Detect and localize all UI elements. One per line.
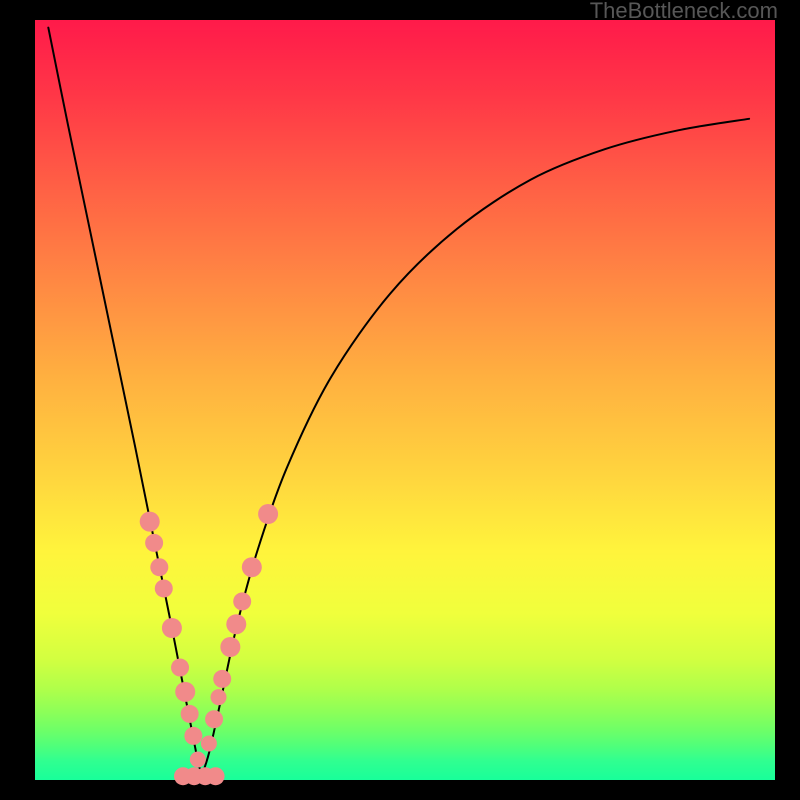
data-marker bbox=[162, 618, 182, 638]
data-marker bbox=[233, 592, 251, 610]
data-marker bbox=[211, 689, 227, 705]
data-marker bbox=[150, 558, 168, 576]
chart-container: TheBottleneck.com bbox=[0, 0, 800, 800]
data-marker bbox=[190, 751, 206, 767]
data-marker bbox=[242, 557, 262, 577]
data-marker bbox=[201, 736, 217, 752]
data-marker bbox=[145, 534, 163, 552]
data-marker bbox=[171, 659, 189, 677]
data-marker bbox=[184, 727, 202, 745]
data-marker bbox=[213, 670, 231, 688]
data-marker bbox=[175, 682, 195, 702]
data-marker bbox=[226, 614, 246, 634]
data-marker bbox=[207, 767, 225, 785]
data-marker bbox=[155, 579, 173, 597]
data-marker bbox=[220, 637, 240, 657]
data-marker bbox=[181, 705, 199, 723]
bottleneck-chart: TheBottleneck.com bbox=[0, 0, 800, 800]
watermark-text: TheBottleneck.com bbox=[590, 0, 778, 23]
data-marker bbox=[205, 710, 223, 728]
data-marker bbox=[258, 504, 278, 524]
data-marker bbox=[140, 512, 160, 532]
